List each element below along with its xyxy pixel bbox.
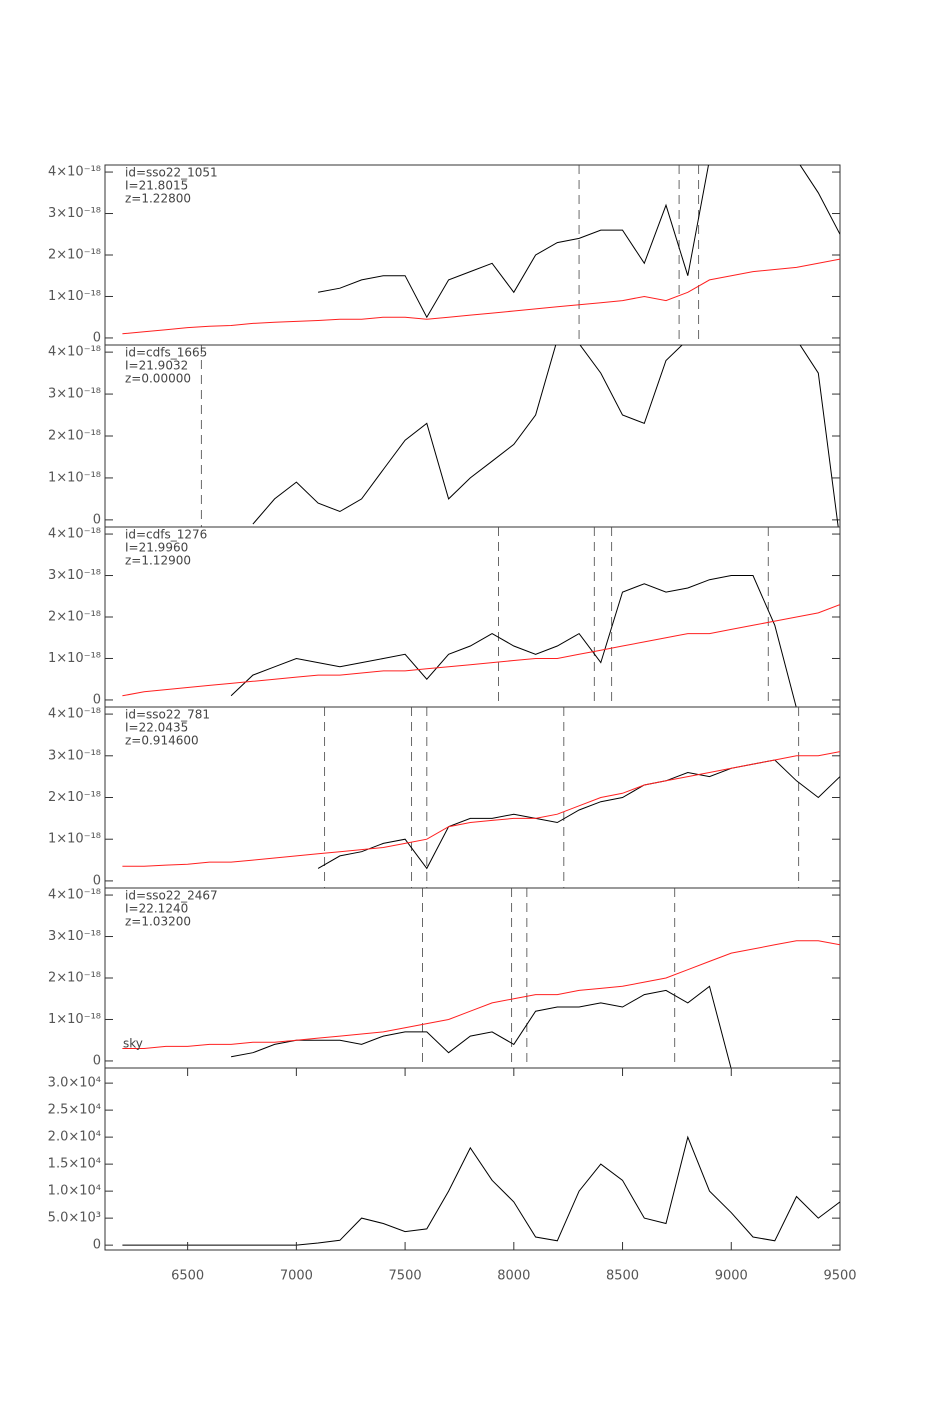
y-tick-label: 5.0×10³ [48, 1211, 101, 1226]
y-tick-label: 3.0×10⁴ [48, 1076, 101, 1091]
annotation: id=sso22_1051 [125, 166, 218, 180]
annotation: z=1.22800 [125, 192, 191, 206]
y-tick-label: 4×10⁻¹⁸ [48, 888, 101, 903]
x-tick-label: 7500 [389, 1269, 422, 1284]
x-tick-label: 7000 [280, 1269, 313, 1284]
panel-frame [104, 164, 841, 346]
y-tick-label: 0 [93, 1053, 101, 1068]
y-tick-label: 4×10⁻¹⁸ [48, 345, 101, 360]
y-tick-label: 2×10⁻¹⁸ [48, 248, 101, 263]
y-tick-label: 3×10⁻¹⁸ [48, 748, 101, 763]
y-tick-label: 2×10⁻¹⁸ [48, 971, 101, 986]
y-tick-label: 0 [93, 330, 101, 345]
x-tick-label: 6500 [171, 1269, 204, 1284]
panel-frame [104, 344, 841, 528]
spectrum-line [122, 751, 840, 867]
annotation: I=22.0435 [125, 721, 188, 735]
y-tick-label: 4×10⁻¹⁸ [48, 527, 101, 542]
annotation: I=21.8015 [125, 179, 188, 193]
y-tick-label: 4×10⁻¹⁸ [48, 707, 101, 722]
annotation: id=cdfs_1665 [125, 346, 207, 360]
y-tick-label: 1.5×10⁴ [48, 1157, 101, 1172]
y-tick-label: 1×10⁻¹⁸ [48, 289, 101, 304]
x-tick-label: 8000 [497, 1269, 530, 1284]
spectrum-line [122, 258, 840, 335]
spectrum-line [317, 759, 840, 870]
y-tick-label: 2.0×10⁴ [48, 1130, 101, 1145]
y-tick-label: 0 [93, 873, 101, 888]
y-tick-label: 0 [93, 692, 101, 707]
x-tick-label: 8500 [606, 1269, 639, 1284]
panel-frame [104, 1067, 841, 1251]
panel-frame [104, 526, 841, 708]
x-tick-label: 9500 [823, 1269, 856, 1284]
spectrum-line [122, 604, 840, 697]
y-tick-label: 3×10⁻¹⁸ [48, 387, 101, 402]
panel-frame [104, 706, 841, 889]
annotation: z=0.914600 [125, 734, 199, 748]
spectrum-line [230, 575, 797, 707]
y-tick-label: 2×10⁻¹⁸ [48, 790, 101, 805]
spectrum-line [122, 1135, 840, 1246]
y-tick-label: 3×10⁻¹⁸ [48, 206, 101, 221]
sky-label: sky [123, 1037, 143, 1051]
y-tick-label: 1×10⁻¹⁸ [48, 651, 101, 666]
y-tick-label: 1×10⁻¹⁸ [48, 1012, 101, 1027]
x-tick-label: 9000 [715, 1269, 748, 1284]
panel-frame [104, 887, 841, 1069]
annotation: z=1.03200 [125, 915, 191, 929]
y-tick-label: 1.0×10⁴ [48, 1184, 101, 1199]
spectrum-line [231, 985, 732, 1068]
y-tick-label: 1×10⁻¹⁸ [48, 470, 101, 485]
spectrum-line [122, 940, 840, 1049]
spectrum-line [252, 345, 839, 527]
annotation: z=0.00000 [125, 372, 191, 386]
annotation: id=sso22_781 [125, 708, 210, 722]
annotation: id=cdfs_1276 [125, 528, 207, 542]
annotation: I=21.9960 [125, 541, 188, 555]
y-tick-label: 1×10⁻¹⁸ [48, 832, 101, 847]
annotation: I=22.1240 [125, 902, 188, 916]
y-tick-label: 2×10⁻¹⁸ [48, 610, 101, 625]
y-tick-label: 2×10⁻¹⁸ [48, 429, 101, 444]
y-tick-label: 0 [93, 512, 101, 527]
y-tick-label: 4×10⁻¹⁸ [48, 165, 101, 180]
annotation: z=1.12900 [125, 554, 191, 568]
y-tick-label: 2.5×10⁴ [48, 1103, 101, 1118]
annotation: I=21.9032 [125, 359, 188, 373]
y-tick-label: 3×10⁻¹⁸ [48, 568, 101, 583]
y-tick-label: 0 [93, 1238, 101, 1253]
y-tick-label: 3×10⁻¹⁸ [48, 929, 101, 944]
annotation: id=sso22_2467 [125, 889, 218, 903]
spectrum-line [318, 165, 840, 319]
